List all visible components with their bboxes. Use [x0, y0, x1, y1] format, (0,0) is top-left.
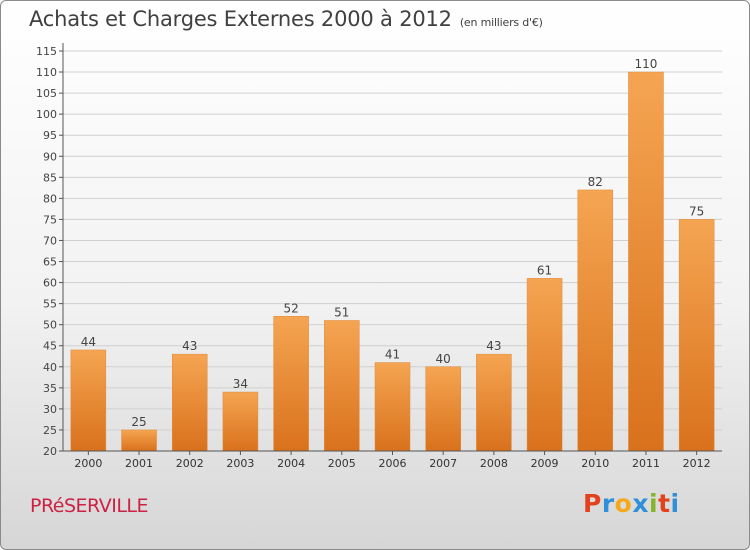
data-label: 25: [131, 415, 146, 429]
bar-2001: [121, 429, 157, 452]
y-tick-label: 25: [43, 424, 57, 437]
y-tick-label: 35: [43, 382, 57, 395]
chart-title: Achats et Charges Externes 2000 à 2012 (e…: [29, 7, 543, 31]
label-layer: 20 25 30 35 40 45 50 55 60 65 70 75 80 85 90 95 100 105 11…: [36, 45, 711, 470]
bar-2010: [577, 189, 614, 452]
bar-layer: [70, 71, 715, 452]
data-label: 52: [283, 301, 298, 315]
y-tick-label: 70: [43, 234, 57, 247]
x-tick-label: 2005: [328, 457, 356, 470]
commune-name: PRéSERVILLE: [30, 495, 149, 517]
bar-2006: [374, 362, 411, 452]
y-tick-label: 20: [43, 445, 57, 458]
bar-2009: [526, 278, 563, 452]
logo-letter: t: [658, 489, 671, 518]
x-tick-label: 2004: [277, 457, 305, 470]
x-tick-label: 2006: [379, 457, 407, 470]
y-tick-label: 85: [43, 171, 57, 184]
y-tick-label: 60: [43, 277, 57, 290]
bar-2005: [324, 320, 360, 452]
bar-2004: [273, 316, 309, 452]
y-tick-label: 100: [36, 108, 57, 121]
logo-letter: P: [583, 489, 602, 518]
data-label: 51: [334, 305, 349, 319]
logo-letter: r: [601, 489, 615, 518]
y-tick-label: 55: [43, 298, 57, 311]
data-label: 61: [537, 263, 552, 277]
x-tick-label: 2002: [176, 457, 204, 470]
data-label: 40: [436, 352, 451, 366]
logo-letter: i: [670, 489, 680, 518]
x-tick-label: 2007: [429, 457, 457, 470]
x-tick-label: 2008: [480, 457, 508, 470]
x-tick-label: 2012: [683, 457, 711, 470]
y-tick-label: 40: [43, 361, 57, 374]
x-tick-label: 2001: [125, 457, 153, 470]
data-label: 44: [81, 335, 96, 349]
logo-letter: o: [614, 489, 633, 518]
data-label: 82: [588, 175, 603, 189]
bar-2012: [678, 219, 715, 452]
axis-layer: [59, 43, 722, 455]
x-tick-label: 2003: [226, 457, 254, 470]
x-tick-label: 2000: [74, 457, 102, 470]
y-tick-label: 30: [43, 403, 57, 416]
y-tick-label: 45: [43, 340, 57, 353]
y-tick-label: 110: [36, 66, 57, 79]
chart-title-text: Achats et Charges Externes 2000 à 2012: [29, 7, 452, 31]
y-tick-label: 90: [43, 150, 57, 163]
y-tick-label: 115: [36, 45, 57, 58]
data-label: 41: [385, 348, 400, 362]
data-label: 75: [689, 204, 704, 218]
x-tick-label: 2011: [632, 457, 660, 470]
data-label: 34: [233, 377, 248, 391]
y-tick-label: 50: [43, 319, 57, 332]
y-tick-label: 105: [36, 87, 57, 100]
logo-letter: x: [632, 489, 649, 518]
x-tick-label: 2010: [581, 457, 609, 470]
x-tick-label: 2009: [531, 457, 559, 470]
data-label: 43: [486, 339, 501, 353]
y-tick-label: 65: [43, 256, 57, 269]
proxiti-logo[interactable]: Proxiti: [583, 489, 680, 518]
y-tick-label: 95: [43, 129, 57, 142]
y-tick-label: 80: [43, 192, 57, 205]
y-tick-label: 75: [43, 213, 57, 226]
chart-subtitle: (en milliers d'€): [459, 16, 543, 29]
data-label: 110: [635, 57, 658, 71]
bar-2011: [628, 71, 664, 452]
bar-2008: [476, 353, 512, 452]
bar-2000: [70, 349, 107, 452]
logo-letter: i: [649, 489, 659, 518]
data-label: 43: [182, 339, 197, 353]
bar-2007: [425, 366, 461, 452]
bar-2002: [171, 353, 208, 452]
bar-2003: [222, 391, 259, 452]
